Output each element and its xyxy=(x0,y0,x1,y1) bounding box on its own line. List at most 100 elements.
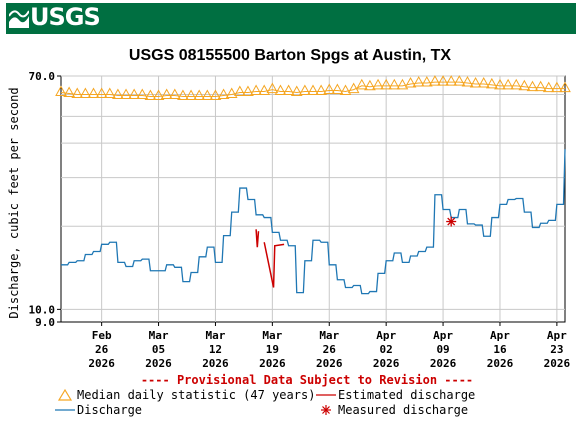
median-point xyxy=(372,78,384,90)
median-point xyxy=(79,87,92,98)
x-tick-label: 2026 xyxy=(259,357,286,370)
median-point xyxy=(177,89,189,101)
median-point xyxy=(453,75,466,86)
median-point xyxy=(120,88,132,99)
x-tick-label: Mar xyxy=(206,329,226,342)
provisional-note: ---- Provisional Data Subject to Revisio… xyxy=(141,373,473,387)
median-point xyxy=(136,88,149,99)
x-tick-label: Apr xyxy=(547,329,567,342)
x-tick-label: 19 xyxy=(266,343,279,356)
legend-item-discharge: Discharge xyxy=(55,403,142,417)
median-point xyxy=(502,78,514,90)
legend-item-estimated: Estimated discharge xyxy=(316,388,475,402)
median-point xyxy=(396,78,409,90)
median-point xyxy=(534,80,547,92)
median-point xyxy=(71,87,84,98)
median-point xyxy=(55,85,67,97)
legend-item-measured: Measured discharge xyxy=(321,403,468,417)
y-tick-label: 10.0 xyxy=(29,303,56,316)
median-point xyxy=(225,87,238,98)
x-tick-label: Apr xyxy=(433,329,453,342)
x-tick-label: 12 xyxy=(209,343,222,356)
median-point xyxy=(477,76,490,88)
median-point xyxy=(364,79,376,91)
x-tick-label: Mar xyxy=(149,329,169,342)
median-point xyxy=(144,89,157,101)
plot-area xyxy=(60,75,566,323)
median-point xyxy=(160,88,173,99)
median-point xyxy=(103,87,116,98)
median-point xyxy=(290,85,303,97)
discharge-line xyxy=(61,149,566,295)
median-point xyxy=(168,88,181,99)
median-point xyxy=(388,78,401,90)
median-point xyxy=(494,78,506,90)
x-tick-label: 2026 xyxy=(487,357,514,370)
legend-label-median: Median daily statistic (47 years) xyxy=(77,388,315,402)
median-point xyxy=(461,76,474,87)
median-point xyxy=(437,75,449,86)
median-point xyxy=(339,84,352,96)
x-tick-label: Apr xyxy=(490,329,510,342)
median-point xyxy=(233,85,246,97)
estimated-discharge-line xyxy=(263,242,285,288)
median-point xyxy=(266,82,279,94)
median-point xyxy=(193,89,206,101)
median-point xyxy=(307,84,319,96)
median-point xyxy=(217,88,230,99)
legend-item-median: Median daily statistic (47 years) xyxy=(57,388,315,402)
median-point xyxy=(412,76,425,87)
median-point xyxy=(526,80,539,92)
median-point xyxy=(185,89,197,101)
median-point xyxy=(559,81,571,93)
chart-title: USGS 08155500 Barton Spgs at Austin, TX xyxy=(129,47,452,64)
median-point xyxy=(331,83,344,95)
x-tick-label: 2026 xyxy=(430,357,457,370)
median-point xyxy=(282,84,295,96)
y-axis-label: Discharge, cubic feet per second xyxy=(7,87,21,318)
measured-discharge-point xyxy=(446,216,457,227)
median-point xyxy=(112,88,124,99)
x-tick-label: 09 xyxy=(436,343,449,356)
series-layer xyxy=(55,75,571,295)
header-bar xyxy=(6,3,576,34)
median-point xyxy=(242,85,254,97)
x-tick-label: 2026 xyxy=(316,357,343,370)
median-point xyxy=(315,84,327,96)
median-line xyxy=(60,81,565,98)
x-tick-label: 16 xyxy=(493,343,507,356)
median-point xyxy=(201,89,214,101)
median-point xyxy=(429,75,441,86)
x-tick-label: 2026 xyxy=(88,357,115,370)
median-point xyxy=(152,89,165,101)
y-tick-label: 9.0 xyxy=(35,316,55,329)
x-tick-label: Feb xyxy=(92,329,112,342)
median-point xyxy=(404,76,417,88)
usgs-logo-icon xyxy=(9,10,29,28)
legend-label-discharge: Discharge xyxy=(77,403,142,417)
chart-legend: Median daily statistic (47 years) Estima… xyxy=(55,388,475,417)
median-point xyxy=(510,78,523,90)
median-point xyxy=(485,77,498,89)
x-tick-label: 23 xyxy=(550,343,563,356)
x-tick-label: 26 xyxy=(95,343,109,356)
median-point xyxy=(63,86,75,97)
x-axis-ticks: Feb262026Mar052026Mar122026Mar192026Mar2… xyxy=(88,322,570,370)
median-point xyxy=(347,82,360,94)
legend-triangle-icon xyxy=(57,388,73,401)
estimated-discharge-line xyxy=(255,229,260,248)
median-point xyxy=(355,78,368,90)
y-axis-ticks: 70.0 10.09.0 xyxy=(29,70,61,329)
median-point xyxy=(258,84,271,96)
median-point xyxy=(542,81,555,93)
median-point xyxy=(551,81,563,93)
x-tick-label: Apr xyxy=(376,329,396,342)
median-point xyxy=(420,76,433,87)
median-point xyxy=(87,87,100,98)
usgs-logo-text: USGS xyxy=(30,3,101,31)
median-point xyxy=(323,83,336,95)
median-point xyxy=(445,75,458,86)
x-tick-label: 26 xyxy=(323,343,337,356)
median-point xyxy=(380,78,393,90)
